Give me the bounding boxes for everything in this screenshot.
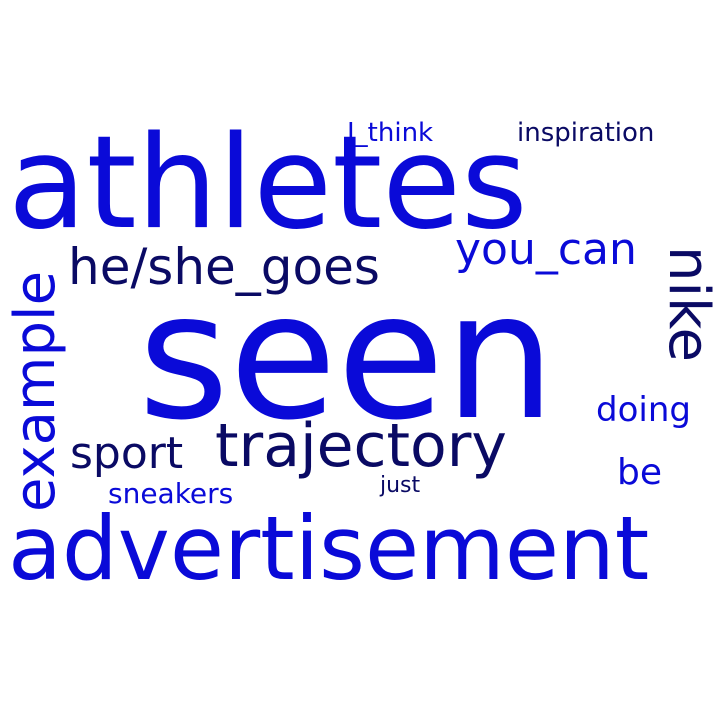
word-he-she-goes: he/she_goes [68, 238, 380, 296]
word-nike: nike [656, 246, 720, 362]
word-sport: sport [70, 428, 184, 479]
word-athletes: athletes [8, 109, 528, 258]
word-you-can: you_can [455, 224, 637, 275]
word-i-think: I_think [347, 118, 434, 148]
word-inspiration: inspiration [517, 118, 655, 148]
word-sneakers: sneakers [108, 477, 234, 510]
word-trajectory: trajectory [215, 411, 507, 481]
word-be: be [617, 452, 662, 493]
word-advertisement: advertisement [8, 497, 650, 600]
word-doing: doing [596, 390, 691, 430]
word-just: just [380, 473, 421, 498]
word-seen: seen [138, 256, 556, 459]
word-example: example [3, 270, 68, 512]
